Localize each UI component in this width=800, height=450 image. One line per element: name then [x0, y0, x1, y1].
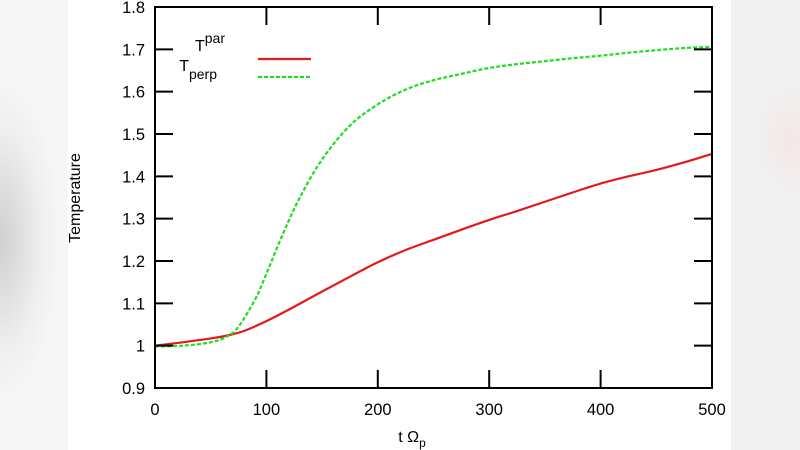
y-tick-label: 1.7 [122, 41, 145, 59]
y-tick-label: 1.1 [122, 295, 145, 313]
y-tick-label: 1.4 [122, 168, 145, 186]
legend-item-tpar: Tpar [195, 30, 311, 61]
svg-text:Tpar: Tpar [195, 30, 225, 55]
y-tick-label: 1.5 [122, 126, 145, 144]
y-tick-label: 0.9 [122, 380, 145, 398]
background-right [731, 0, 800, 450]
x-axis-label-sub: p [419, 436, 426, 450]
y-tick-label: 1.3 [122, 211, 145, 229]
x-axis-label-main: t Ω [398, 429, 419, 446]
x-tick-label: 0 [150, 401, 159, 419]
y-tick-label: 1.8 [122, 0, 145, 17]
x-tick-label: 400 [587, 401, 615, 419]
y-tick-label: 1.2 [122, 253, 145, 271]
series-layer [154, 45, 713, 348]
series-line-t-perp [154, 45, 713, 348]
y-tick-label: 1 [136, 338, 145, 356]
x-axis-label: t Ωp [398, 429, 426, 450]
y-axis-label: Temperature [67, 153, 84, 243]
background-left [0, 0, 68, 450]
legend-item-tperp: Tperp [179, 58, 311, 82]
series-line-t-par [154, 152, 713, 347]
figure-panel [68, 0, 731, 450]
x-tick-label: 300 [475, 401, 503, 419]
legend: Tpar Tperp [179, 30, 311, 82]
plot-frame [154, 6, 713, 389]
legend-label-tpar-sub: par [205, 30, 226, 46]
legend-label-tpar-main: T [195, 38, 205, 55]
x-tick-label: 500 [698, 401, 726, 419]
ticks-layer: 0.9 1 1.1 1.2 1.3 1.4 1.5 1.6 1.7 1.8 0 100 200 300 40… [122, 0, 726, 419]
y-tick-label: 1.6 [122, 84, 145, 102]
x-tick-label: 200 [364, 401, 392, 419]
legend-label-tperp-sub: perp [189, 66, 217, 82]
x-tick-label: 100 [253, 401, 281, 419]
svg-text:Tperp: Tperp [179, 58, 217, 82]
legend-label-tperp-main: T [179, 58, 189, 75]
